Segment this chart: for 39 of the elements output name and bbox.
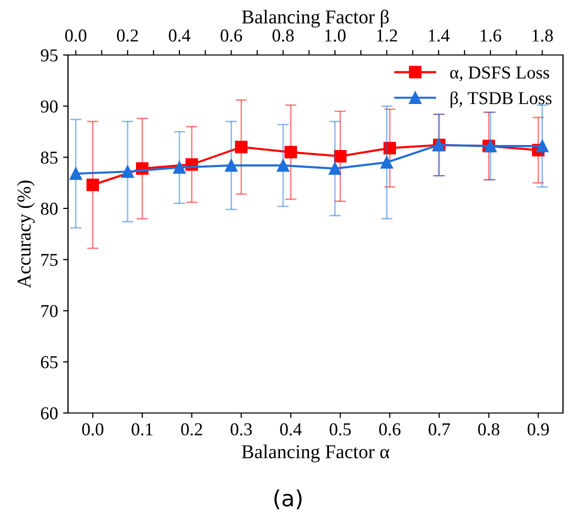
point: [86, 178, 99, 192]
point: [334, 150, 346, 163]
legend-label: α, DSFS Loss: [450, 66, 550, 82]
point: [384, 142, 396, 154]
y-tick-label: 95: [40, 49, 58, 62]
x-axis-title: Balancing Factor α: [242, 444, 390, 462]
x-tick-label: 0.2: [181, 423, 202, 436]
y-tick-label: 65: [41, 356, 58, 368]
x2-tick-label: 0.6: [220, 29, 242, 42]
y-tick-label: 85: [40, 152, 58, 164]
legend-label: β, TSDB Loss: [450, 91, 552, 108]
x2-tick-label: 0.4: [168, 29, 190, 42]
x2-axis-title: Balancing Factor β: [242, 10, 389, 28]
point: [284, 146, 297, 158]
x2-tick-label: 1.0: [325, 29, 346, 42]
x2-tick-label: 1.8: [532, 29, 553, 42]
x-tick-label: 0.6: [379, 423, 400, 436]
y-tick-label: 90: [40, 100, 58, 113]
x2-tick-label: 1.6: [480, 29, 502, 42]
x-tick-label: 0.9: [528, 423, 549, 436]
x2-tick-label: 1.2: [377, 29, 398, 42]
x2-tick-label: 0.2: [117, 29, 138, 42]
x2-tick-label: 0.0: [65, 29, 86, 42]
text: (a): [274, 489, 302, 510]
x-tick-label: 0.1: [132, 423, 152, 436]
point: [235, 140, 248, 154]
x-tick-label: 0.8: [478, 423, 500, 436]
x-tick-label: 0.7: [428, 423, 450, 436]
y-tick-label: 70: [41, 304, 58, 318]
y-tick-label: 75: [41, 254, 58, 266]
x2-tick-label: 1.4: [428, 30, 450, 42]
x-tick-label: 0.4: [280, 423, 302, 436]
y-tick-label: 80: [40, 202, 58, 215]
x-tick-label: 0.5: [330, 423, 351, 436]
x-tick-label: 0.0: [82, 423, 104, 436]
x-tick-label: 0.3: [230, 423, 252, 436]
y-axis-title: Accuracy (%): [16, 180, 35, 288]
x2-tick-label: 0.8: [272, 29, 294, 42]
y-tick-label: 60: [41, 407, 58, 420]
